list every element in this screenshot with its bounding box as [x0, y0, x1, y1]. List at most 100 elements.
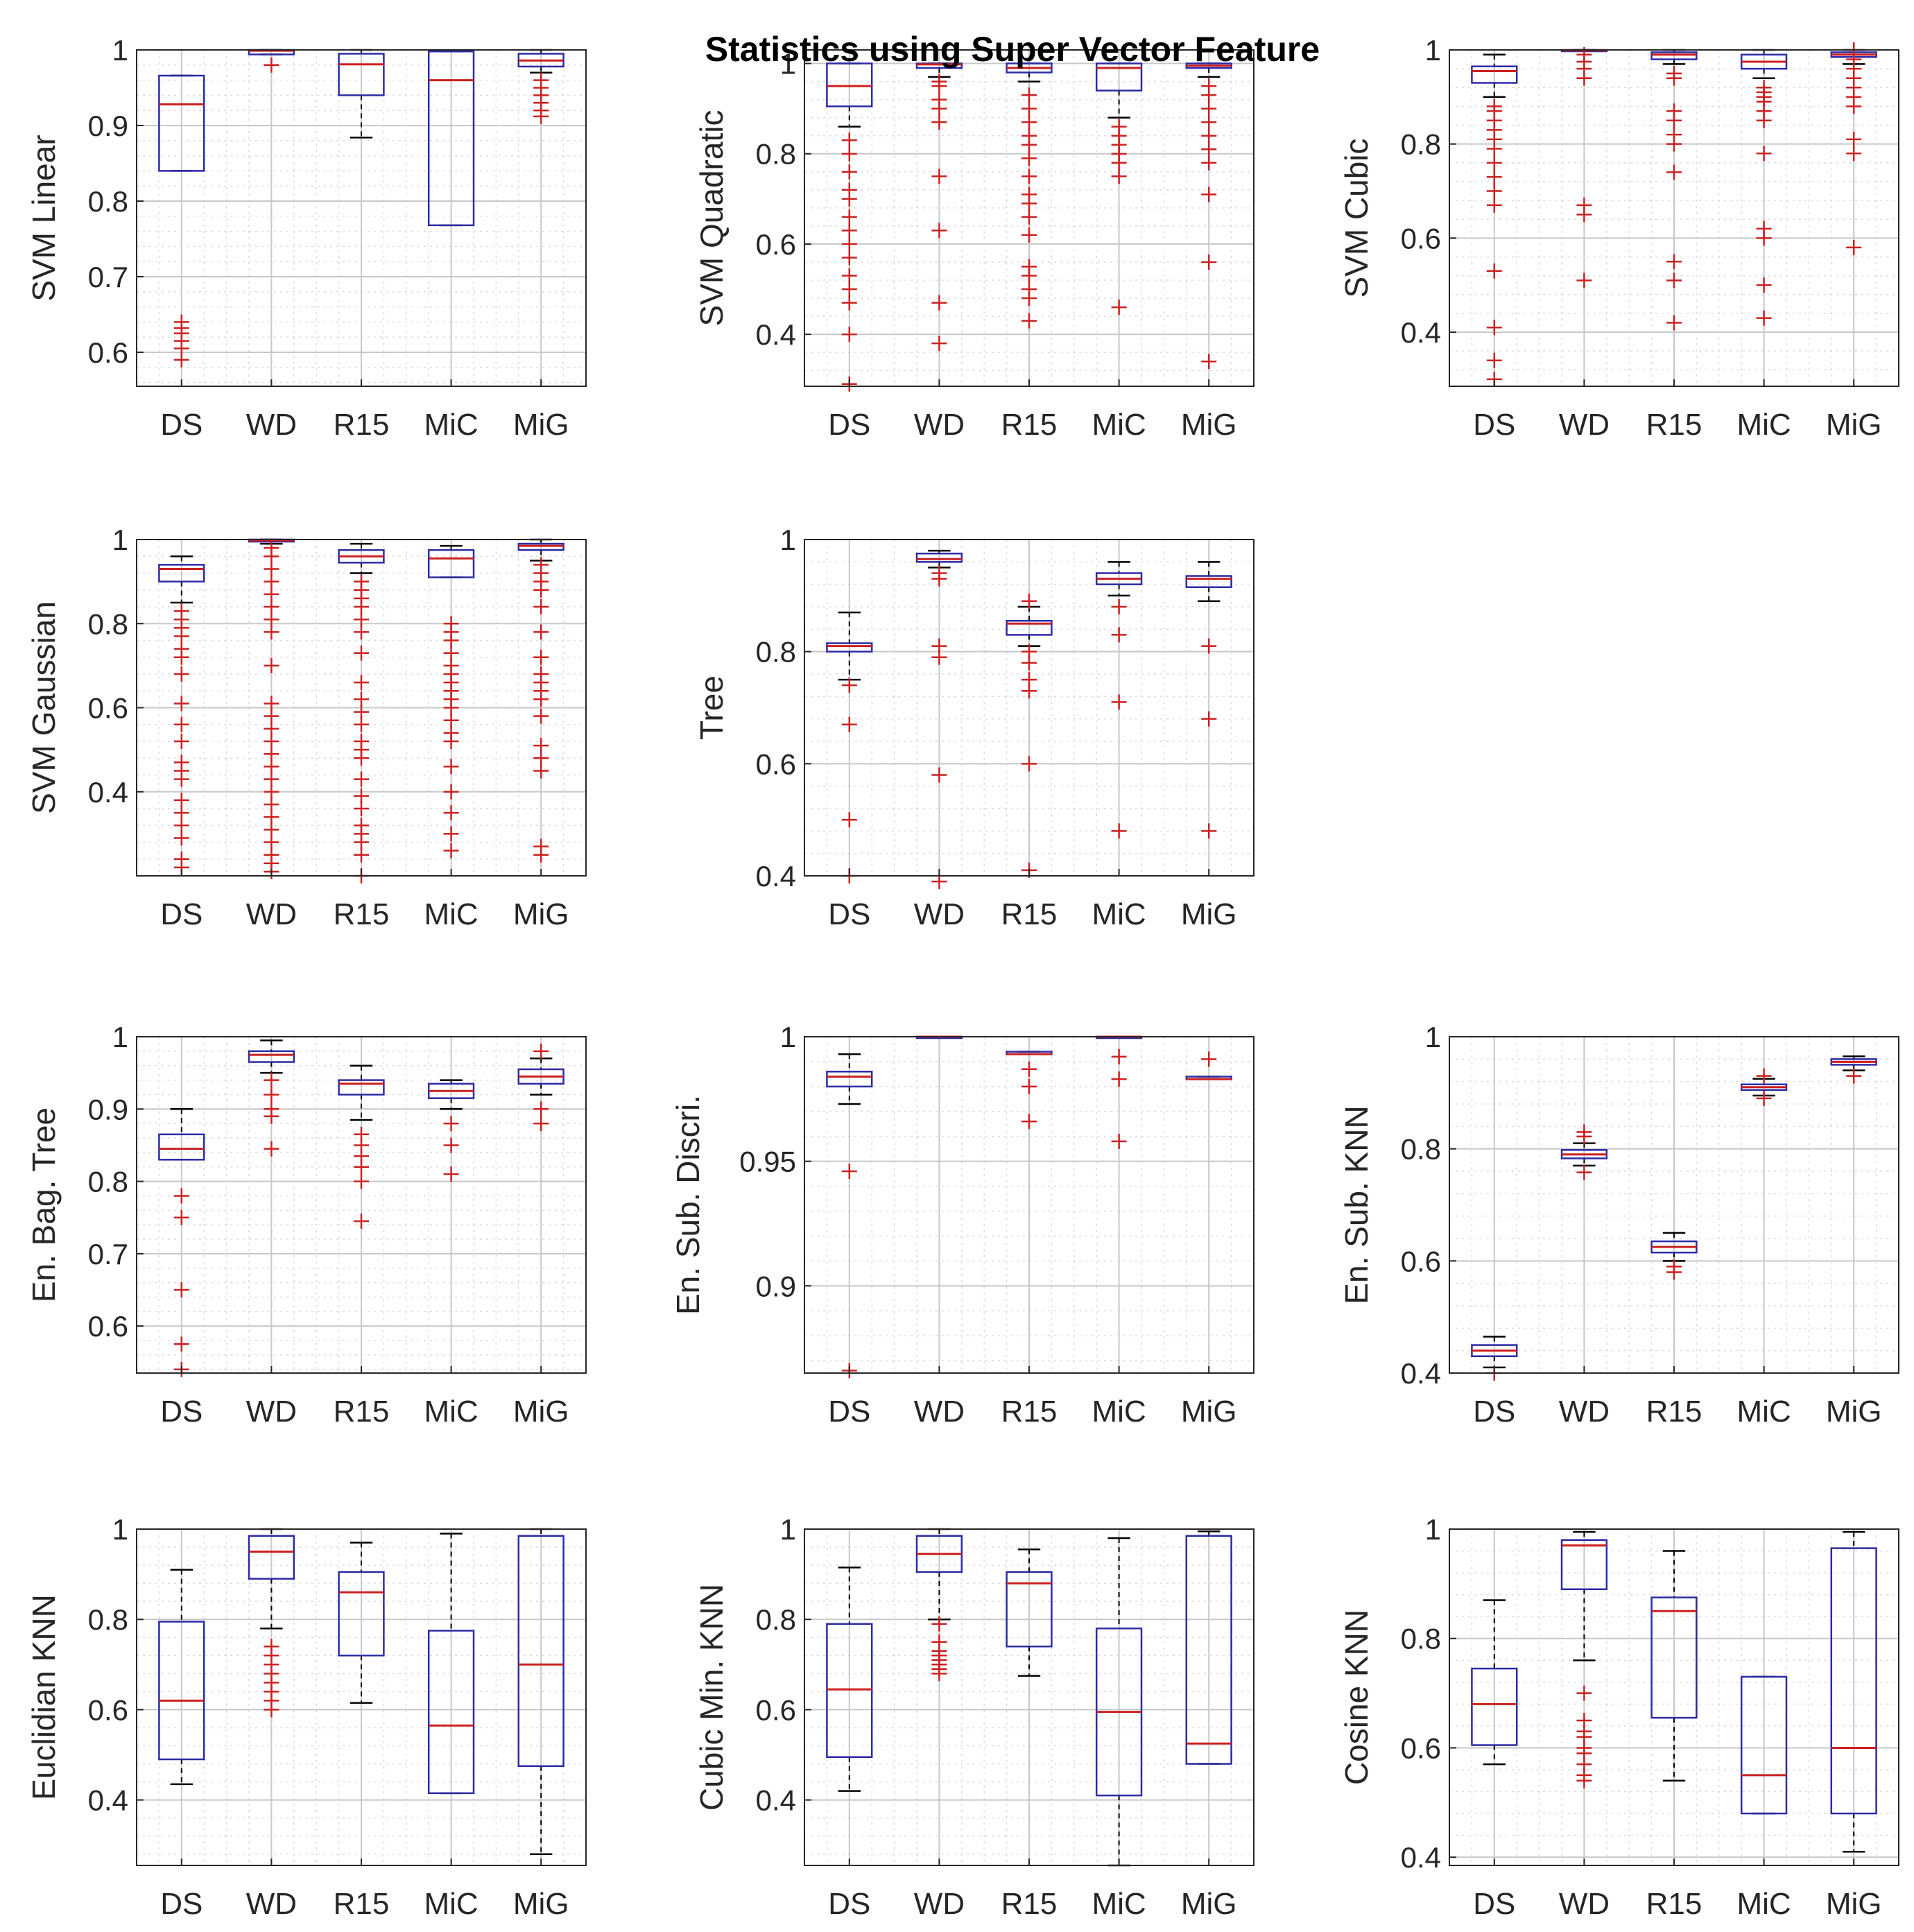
y-axis-label: En. Bag. Tree	[26, 1107, 62, 1302]
outlier-marker	[1486, 352, 1502, 368]
subplot-en-bag-tree: 0.6 0.7 0.8 0.9 1 DS WD R15 MiC MiG En. Bag. Tree	[26, 1021, 587, 1429]
x-tick-label: R15	[1001, 1887, 1058, 1921]
y-axis-label: SVM Linear	[26, 135, 62, 301]
subplot-en-sub-discri: 0.9 0.95 1 DS WD R15 MiC MiG En. Sub. Discri.	[670, 1021, 1255, 1429]
outlier-marker	[533, 666, 549, 682]
outlier-marker	[1576, 197, 1592, 213]
outlier-marker	[1576, 1124, 1592, 1140]
outlier-marker	[443, 784, 459, 800]
x-tick-label: MiC	[424, 1887, 478, 1921]
outlier-marker	[1666, 1259, 1682, 1275]
outlier-marker	[1666, 103, 1682, 119]
y-tick-label: 1	[1425, 1021, 1441, 1053]
iqr-box	[158, 1621, 205, 1761]
outlier-marker	[1111, 599, 1127, 614]
iqr-box	[248, 1535, 295, 1580]
x-tick-label: DS	[1473, 1887, 1515, 1921]
y-axis-label: Cosine KNN	[1338, 1610, 1374, 1785]
outlier-marker	[533, 738, 549, 754]
outlier-marker	[1846, 239, 1862, 255]
outlier-marker	[1756, 310, 1772, 326]
outlier-marker	[841, 1164, 857, 1179]
outlier-marker	[1201, 187, 1217, 202]
y-tick-label: 0.4	[1401, 1841, 1441, 1874]
outlier-marker	[1021, 756, 1037, 772]
box-r15	[1006, 1549, 1053, 1677]
outlier-marker	[1756, 277, 1772, 293]
iqr-box	[826, 1071, 873, 1088]
outlier-marker	[1021, 128, 1037, 144]
outlier-marker	[1111, 300, 1127, 316]
outlier-marker	[173, 734, 189, 749]
y-axis-label: SVM Quadratic	[693, 110, 730, 327]
outlier-marker	[533, 838, 549, 854]
y-axis-label: Euclidian KNN	[26, 1594, 62, 1800]
outlier-marker	[1021, 209, 1037, 225]
outlier-marker	[1021, 259, 1037, 275]
box-ds	[158, 74, 205, 368]
outlier-marker	[841, 295, 857, 311]
y-tick-label: 0.4	[1401, 1357, 1441, 1390]
x-tick-label: R15	[1001, 1395, 1058, 1429]
box-mig	[1185, 62, 1232, 370]
y-axis-label: En. Sub. KNN	[1338, 1105, 1374, 1304]
y-tick-label: 0.4	[756, 860, 796, 892]
x-tick-label: MiG	[513, 897, 569, 931]
outlier-marker	[1201, 1051, 1217, 1067]
y-tick-label: 0.8	[88, 185, 128, 218]
box-mic	[427, 1533, 475, 1795]
outlier-marker	[1756, 80, 1772, 96]
outlier-marker	[931, 114, 947, 130]
outlier-marker	[1201, 711, 1217, 727]
x-tick-label: DS	[160, 1395, 202, 1429]
outlier-marker	[1021, 672, 1037, 688]
outlier-marker	[841, 236, 857, 252]
outlier-marker	[354, 1126, 369, 1142]
outlier-marker	[173, 1336, 189, 1352]
iqr-box	[1740, 1675, 1788, 1815]
outlier-marker	[1576, 1685, 1592, 1701]
box-r15	[338, 1064, 385, 1229]
box-mig	[517, 49, 564, 124]
box-r15	[1650, 1232, 1698, 1280]
outlier-marker	[1486, 320, 1502, 336]
box-ds	[1471, 53, 1518, 387]
x-tick-label: WD	[914, 408, 965, 442]
iqr-box	[826, 642, 873, 653]
outlier-marker	[1201, 638, 1217, 654]
y-tick-label: 0.8	[88, 1166, 128, 1198]
iqr-box	[338, 1571, 385, 1657]
outlier-marker	[841, 812, 857, 828]
iqr-box	[1006, 1571, 1053, 1648]
y-tick-label: 1	[780, 48, 796, 80]
outlier-marker	[173, 716, 189, 732]
iqr-box	[1471, 65, 1518, 84]
outlier-marker	[1486, 98, 1502, 114]
box-wd	[248, 1039, 295, 1157]
box-wd	[1560, 1530, 1608, 1788]
iqr-box	[1095, 62, 1143, 92]
outlier-marker	[173, 1188, 189, 1204]
x-tick-label: WD	[1559, 1395, 1610, 1429]
outlier-marker	[173, 1209, 189, 1225]
outlier-marker	[841, 132, 857, 148]
outlier-marker	[931, 74, 947, 89]
y-tick-label: 0.6	[756, 228, 796, 261]
outlier-marker	[1021, 1061, 1037, 1077]
outlier-marker	[841, 209, 857, 225]
box-r15	[338, 542, 385, 883]
box-mic	[427, 544, 475, 859]
outlier-marker	[931, 565, 947, 581]
x-tick-label: MiC	[424, 1395, 478, 1429]
x-tick-label: R15	[1646, 1395, 1702, 1429]
outlier-marker	[1756, 146, 1772, 162]
y-tick-label: 0.9	[88, 1093, 128, 1125]
outlier-marker	[173, 851, 189, 867]
iqr-box	[248, 1050, 295, 1063]
box-mic	[1095, 561, 1143, 839]
iqr-box	[338, 53, 385, 96]
iqr-box	[517, 1535, 564, 1768]
y-tick-label: 0.6	[1401, 1732, 1441, 1764]
x-tick-label: WD	[246, 897, 297, 931]
